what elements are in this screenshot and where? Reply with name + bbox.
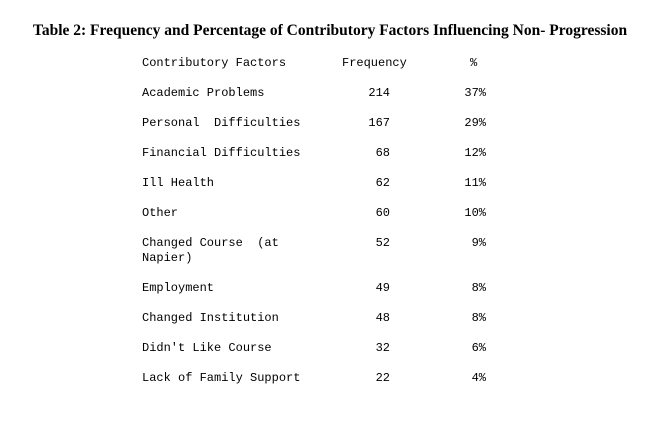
row-frequency: 49	[375, 281, 390, 295]
row-frequency: 48	[375, 311, 390, 325]
row-percent: 12%	[464, 146, 486, 160]
row-frequency: 167	[368, 116, 390, 130]
row-percent: 4%	[471, 371, 486, 385]
row-frequency: 22	[375, 371, 390, 385]
row-factor: Employment	[142, 281, 215, 295]
row-percent: 11%	[464, 176, 486, 190]
row-factor: Financial Difficulties	[142, 146, 301, 160]
row-percent: 6%	[471, 341, 486, 355]
row-percent: 37%	[464, 86, 486, 100]
row-factor: Other	[142, 206, 179, 220]
row-percent: 9%	[471, 236, 486, 250]
row-factor: Lack of Family Support	[142, 371, 301, 385]
row-percent: 29%	[464, 116, 486, 130]
row-percent: 8%	[471, 311, 486, 325]
row-frequency: 60	[375, 206, 390, 220]
header-frequency: Frequency	[342, 56, 407, 70]
row-factor: Ill Health	[142, 176, 215, 190]
row-factor: Academic Problems	[142, 86, 265, 100]
row-frequency: 214	[368, 86, 390, 100]
row-factor: Personal Difficulties	[142, 116, 301, 130]
header-percent: %	[470, 56, 478, 70]
row-factor: Changed Institution	[142, 311, 279, 325]
row-factor: Changed Course (at Napier)	[142, 236, 279, 265]
row-frequency: 32	[375, 341, 390, 355]
row-percent: 10%	[464, 206, 486, 220]
header-contributory-factors: Contributory Factors	[142, 56, 287, 70]
table-title: Table 2: Frequency and Percentage of Con…	[32, 22, 628, 39]
row-percent: 8%	[471, 281, 486, 295]
row-factor: Didn't Like Course	[142, 341, 272, 355]
row-frequency: 62	[375, 176, 390, 190]
row-frequency: 68	[375, 146, 390, 160]
row-frequency: 52	[375, 236, 390, 250]
